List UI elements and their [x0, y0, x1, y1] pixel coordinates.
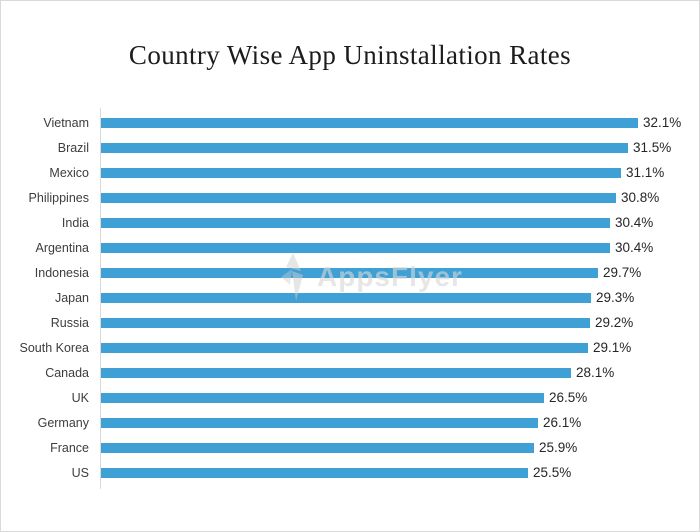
- bar-row: South Korea 29.1%: [1, 335, 699, 360]
- category-label: Mexico: [49, 165, 89, 180]
- bar: [101, 142, 628, 153]
- bar-track: 32.1%: [89, 115, 699, 130]
- page-title: Country Wise App Uninstallation Rates: [128, 40, 572, 70]
- bar: [101, 442, 534, 453]
- y-axis-line: [100, 108, 101, 489]
- bar-row: US 25.5%: [1, 460, 699, 485]
- value-label: 25.5%: [533, 465, 572, 480]
- bar-track: 31.1%: [89, 165, 699, 180]
- bar: [101, 342, 588, 353]
- bar-track: 28.1%: [89, 365, 699, 380]
- value-label: 28.1%: [576, 365, 615, 380]
- category-label: US: [71, 465, 89, 480]
- value-label: 32.1%: [643, 115, 682, 130]
- bar-row: Mexico 31.1%: [1, 160, 699, 185]
- bar-track: 26.1%: [89, 415, 699, 430]
- bar-track: 30.4%: [89, 240, 699, 255]
- bar-row: UK 26.5%: [1, 385, 699, 410]
- bar-chart: Vietnam 32.1% Brazil 31.5% Mexico 31.1% Philip…: [1, 110, 699, 485]
- category-label: India: [61, 215, 89, 230]
- bar-track: 29.1%: [89, 340, 699, 355]
- bar-track: 31.5%: [89, 140, 699, 155]
- category-label: France: [50, 440, 89, 455]
- category-label: Japan: [54, 290, 89, 305]
- value-label: 29.3%: [596, 290, 635, 305]
- bar-track: 25.9%: [89, 440, 699, 455]
- value-label: 26.1%: [543, 415, 582, 430]
- value-label: 25.9%: [539, 440, 578, 455]
- value-label: 29.7%: [603, 265, 642, 280]
- category-label: Brazil: [57, 140, 89, 155]
- bar-track: 30.4%: [89, 215, 699, 230]
- bar-track: 30.8%: [89, 190, 699, 205]
- value-label: 30.4%: [615, 240, 654, 255]
- value-label: 26.5%: [549, 390, 588, 405]
- bar: [101, 317, 590, 328]
- bar-row: Indonesia 29.7%: [1, 260, 699, 285]
- bar: [101, 192, 616, 203]
- bar: [101, 417, 538, 428]
- bar-track: 29.7%: [89, 265, 699, 280]
- bar-row: Russia 29.2%: [1, 310, 699, 335]
- bar-row: Brazil 31.5%: [1, 135, 699, 160]
- bar: [101, 467, 528, 478]
- category-label: Canada: [45, 365, 89, 380]
- bar-row: India 30.4%: [1, 210, 699, 235]
- value-label: 29.1%: [593, 340, 632, 355]
- bar-track: 29.3%: [89, 290, 699, 305]
- category-label: Vietnam: [43, 115, 89, 130]
- bar-row: Philippines 30.8%: [1, 185, 699, 210]
- value-label: 30.8%: [621, 190, 660, 205]
- bar: [101, 242, 610, 253]
- bar: [101, 217, 610, 228]
- bar-row: Canada 28.1%: [1, 360, 699, 385]
- category-label: Germany: [37, 415, 89, 430]
- value-label: 29.2%: [595, 315, 634, 330]
- category-label: Argentina: [35, 240, 89, 255]
- bar-row: Vietnam 32.1%: [1, 110, 699, 135]
- bar-row: Germany 26.1%: [1, 410, 699, 435]
- bar: [101, 292, 591, 303]
- category-label: South Korea: [19, 340, 90, 355]
- category-label: Russia: [50, 315, 89, 330]
- value-label: 31.5%: [633, 140, 672, 155]
- value-label: 30.4%: [615, 215, 654, 230]
- bar: [101, 392, 544, 403]
- bar-track: 29.2%: [89, 315, 699, 330]
- bar-row: Argentina 30.4%: [1, 235, 699, 260]
- bar-track: 25.5%: [89, 465, 699, 480]
- bar: [101, 117, 638, 128]
- category-label: Indonesia: [34, 265, 89, 280]
- bar-row: France 25.9%: [1, 435, 699, 460]
- bar: [101, 367, 571, 378]
- category-label: UK: [71, 390, 89, 405]
- bar: [101, 167, 621, 178]
- bar-row: Japan 29.3%: [1, 285, 699, 310]
- bar-track: 26.5%: [89, 390, 699, 405]
- category-label: Philippines: [28, 190, 89, 205]
- value-label: 31.1%: [626, 165, 665, 180]
- bar: [101, 267, 598, 278]
